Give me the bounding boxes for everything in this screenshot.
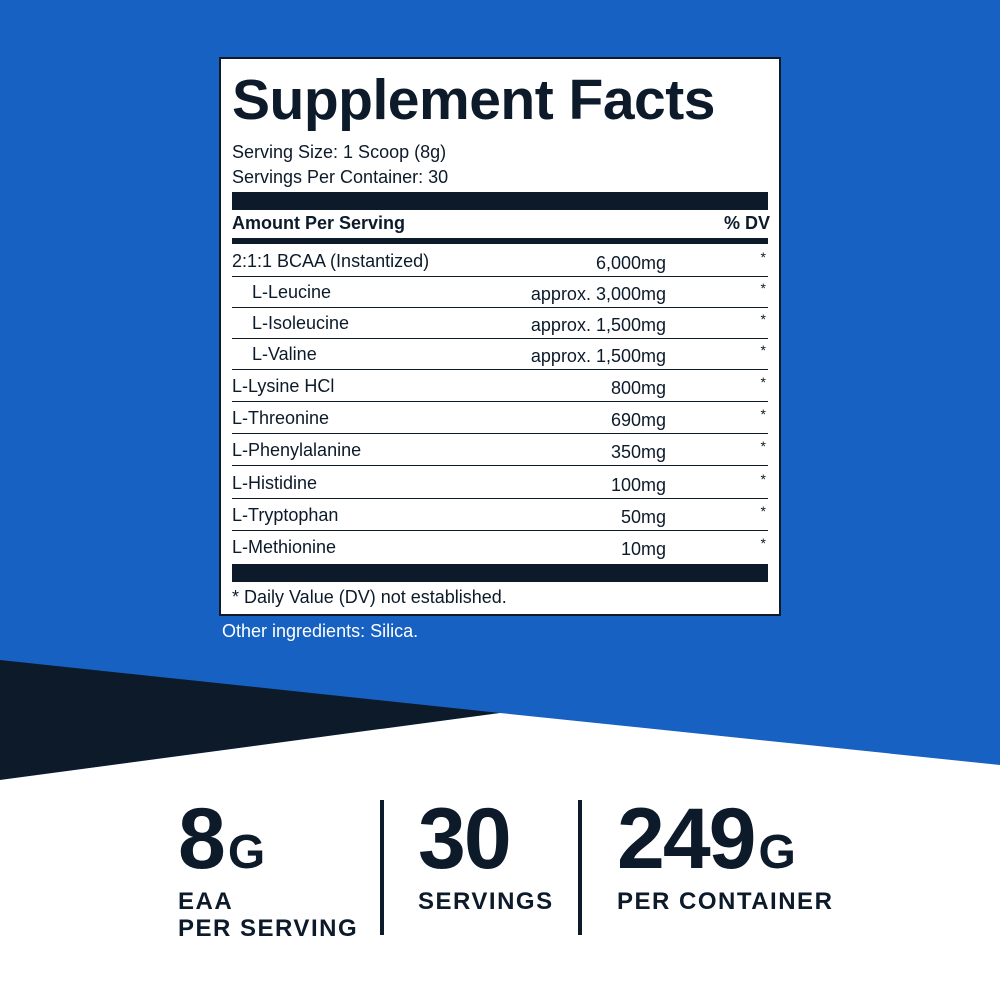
nutrient-row: L-Lysine HCl 800mg *: [232, 370, 768, 402]
stat-value: 249: [617, 791, 756, 887]
nutrient-dv: *: [760, 342, 766, 358]
nutrient-row: L-Valine approx. 1,500mg *: [232, 338, 768, 370]
nutrient-dv: *: [760, 374, 766, 390]
nutrient-name: L-Histidine: [232, 473, 318, 493]
nutrient-name: L-Threonine: [232, 408, 330, 428]
nutrient-dv: *: [760, 406, 766, 422]
divider: [578, 800, 582, 935]
nutrient-name: L-Lysine HCl: [232, 376, 335, 396]
nutrient-amount: approx. 1,500mg: [530, 346, 666, 366]
dv-header: % DV: [723, 213, 770, 233]
nutrient-name: L-Methionine: [232, 537, 337, 557]
dark-wedge: [0, 660, 500, 780]
nutrient-amount: approx. 1,500mg: [530, 315, 666, 335]
thick-rule: [232, 564, 768, 582]
medium-rule: [232, 238, 768, 244]
nutrient-dv: *: [760, 438, 766, 454]
nutrient-row: L-Histidine 100mg *: [232, 467, 768, 499]
nutrient-name: L-Phenylalanine: [232, 440, 362, 460]
stat-label: EAA: [178, 888, 234, 915]
nutrient-dv: *: [760, 249, 766, 265]
nutrient-amount: 10mg: [620, 539, 666, 559]
nutrient-amount: 50mg: [620, 507, 666, 527]
nutrient-amount: 350mg: [610, 442, 666, 462]
stat-label: SERVINGS: [418, 888, 554, 915]
white-area: [0, 713, 1000, 1000]
nutrient-dv: *: [760, 535, 766, 551]
servings-per-container: Servings Per Container: 30: [232, 167, 449, 187]
stat-figure: 30: [418, 790, 554, 888]
other-ingredients: Other ingredients: Silica.: [222, 621, 419, 641]
stat-unit: G: [758, 826, 796, 879]
divider: [380, 800, 384, 935]
stat-unit: G: [227, 826, 266, 879]
nutrient-dv: *: [760, 471, 766, 487]
nutrient-row: L-Tryptophan 50mg *: [232, 499, 768, 531]
supplement-facts-panel: Supplement Facts Serving Size: 1 Scoop (…: [219, 57, 781, 616]
nutrient-name: 2:1:1 BCAA (Instantized): [232, 251, 430, 271]
stat-label: PER SERVING: [178, 915, 359, 942]
amount-header: Amount Per Serving: [232, 213, 406, 233]
nutrient-amount: 6,000mg: [595, 253, 666, 273]
nutrient-row: 2:1:1 BCAA (Instantized) 6,000mg *: [232, 245, 768, 277]
stat: 30 SERVINGS: [418, 790, 554, 915]
stat-figure: 8G: [178, 790, 358, 888]
nutrient-amount: 690mg: [610, 410, 666, 430]
nutrient-amount: 100mg: [610, 475, 666, 495]
stat-figure: 249G: [617, 790, 833, 888]
nutrient-dv: *: [760, 503, 766, 519]
thick-rule: [232, 192, 768, 210]
stat: 249G PER CONTAINER: [617, 790, 833, 915]
stat: 8G EAA PER SERVING: [178, 790, 358, 942]
nutrient-row: L-Threonine 690mg *: [232, 402, 768, 434]
panel-title: Supplement Facts: [232, 68, 715, 132]
nutrient-row: L-Methionine 10mg *: [232, 531, 768, 562]
serving-size: Serving Size: 1 Scoop (8g): [232, 142, 447, 162]
stat-value: 30: [418, 791, 512, 887]
nutrient-amount: approx. 3,000mg: [530, 284, 666, 304]
nutrient-name: L-Valine: [252, 344, 317, 364]
nutrient-row: L-Phenylalanine 350mg *: [232, 434, 768, 466]
nutrient-dv: *: [760, 311, 766, 327]
stat-label: PER CONTAINER: [617, 888, 834, 915]
nutrient-row: L-Leucine approx. 3,000mg *: [232, 276, 768, 308]
nutrient-name: L-Leucine: [252, 282, 332, 302]
nutrient-amount: 800mg: [610, 378, 666, 398]
nutrient-row: L-Isoleucine approx. 1,500mg *: [232, 307, 768, 339]
footnote: * Daily Value (DV) not established.: [232, 587, 507, 607]
stat-value: 8: [178, 791, 226, 887]
rows: 2:1:1 BCAA (Instantized) 6,000mg * L-Leucin…: [221, 245, 779, 565]
nutrient-name: L-Isoleucine: [252, 313, 350, 333]
nutrient-name: L-Tryptophan: [232, 505, 339, 525]
nutrient-dv: *: [760, 280, 766, 296]
